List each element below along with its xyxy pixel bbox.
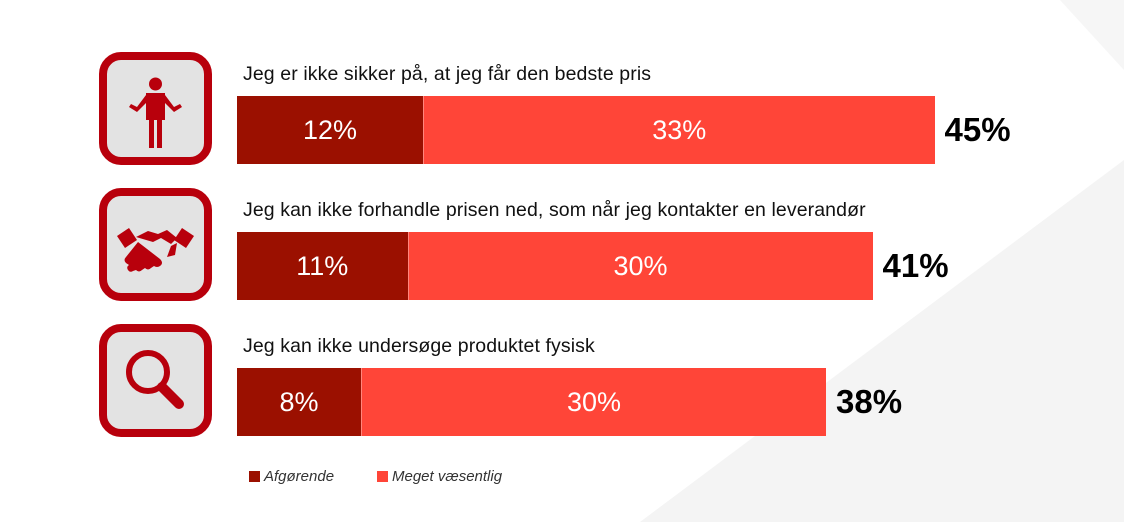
category-icon-box bbox=[99, 52, 212, 165]
category-label: Jeg kan ikke forhandle prisen ned, som n… bbox=[243, 199, 866, 221]
legend-item-afgorende: Afgørende bbox=[249, 468, 334, 485]
bar-value-label: 12% bbox=[302, 114, 358, 145]
bar-segment: 12% bbox=[237, 96, 423, 164]
person-shrug-icon bbox=[129, 77, 182, 148]
handshake-icon bbox=[117, 228, 194, 272]
bar-value-label: 30% bbox=[613, 250, 668, 281]
bar-segment: 30% bbox=[407, 232, 873, 300]
bar-value-label: 11% bbox=[296, 250, 349, 281]
category-label: Jeg er ikke sikker på, at jeg får den be… bbox=[243, 63, 652, 85]
category-label: Jeg kan ikke undersøge produktet fysisk bbox=[243, 335, 595, 357]
bar-row: 11% 30% bbox=[237, 232, 873, 300]
legend-swatch bbox=[249, 471, 260, 482]
bar-row: 12% 33% bbox=[237, 96, 935, 164]
bar-segment: 8% bbox=[237, 368, 361, 436]
category-icon-box bbox=[99, 188, 212, 301]
category-icon-box bbox=[99, 324, 212, 437]
legend-item-meget-vaesentlig: Meget væsentlig bbox=[377, 468, 502, 485]
total-value-label: 45% bbox=[944, 111, 1011, 148]
magnifier-icon bbox=[126, 350, 184, 409]
bar-segment: 33% bbox=[423, 96, 935, 164]
bar-value-label: 33% bbox=[652, 114, 707, 145]
bar-segment: 11% bbox=[237, 232, 408, 300]
total-value-label: 41% bbox=[882, 247, 949, 284]
bar-value-label: 8% bbox=[279, 386, 319, 417]
bar-segment: 30% bbox=[361, 368, 826, 436]
legend-swatch bbox=[377, 471, 388, 482]
total-value-label: 38% bbox=[836, 383, 903, 420]
legend-label: Meget væsentlig bbox=[392, 468, 503, 485]
bar-value-label: 30% bbox=[566, 386, 622, 417]
legend-label: Afgørende bbox=[264, 468, 335, 485]
bar-row: 8% 30% bbox=[237, 368, 826, 436]
